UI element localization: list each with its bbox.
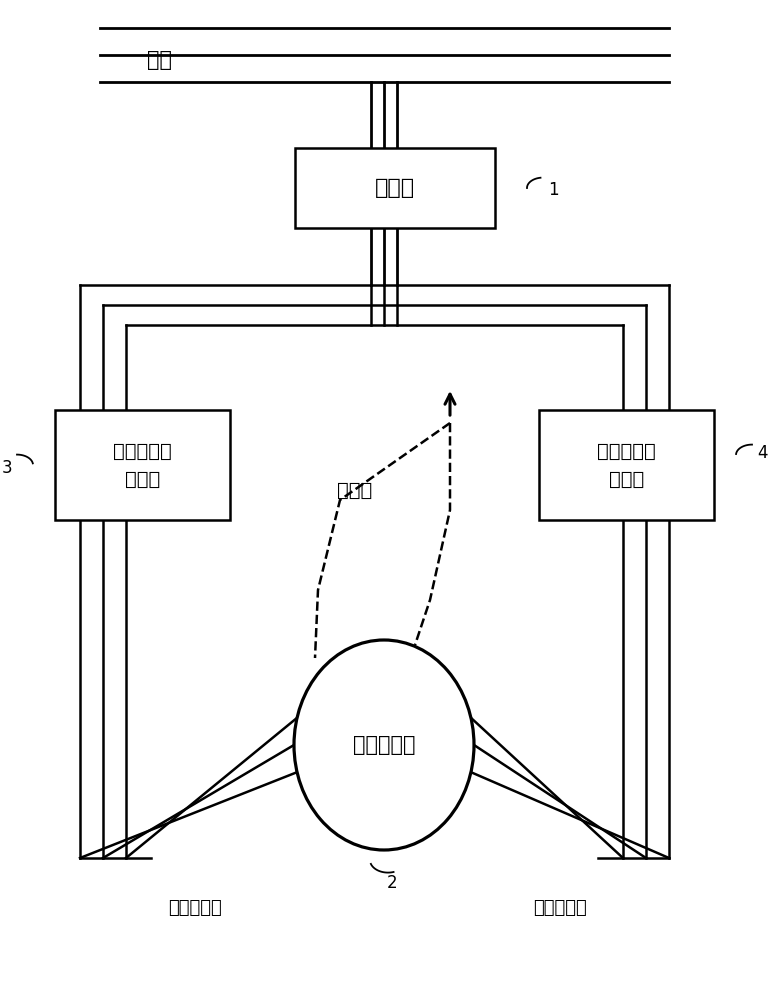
Text: 验电源: 验电源 [125,470,160,488]
Text: 1: 1 [548,181,558,199]
Text: 电枢绕组一: 电枢绕组一 [168,899,222,917]
Text: 第二变频试: 第二变频试 [597,442,656,460]
Text: 开关柜: 开关柜 [375,178,415,198]
Text: 2: 2 [387,874,398,892]
Text: 电枢绕组二: 电枢绕组二 [533,899,587,917]
Text: 第一变频试: 第一变频试 [113,442,172,460]
Bar [539,410,714,520]
Text: 双绕组电机: 双绕组电机 [353,735,415,755]
Text: 能量流: 能量流 [338,481,373,499]
Text: 4: 4 [757,444,767,462]
Text: 验电源: 验电源 [609,470,644,488]
Bar [295,148,495,228]
Ellipse shape [294,640,474,850]
Text: 3: 3 [2,459,12,477]
Bar [55,410,230,520]
Text: 电网: 电网 [148,50,172,70]
